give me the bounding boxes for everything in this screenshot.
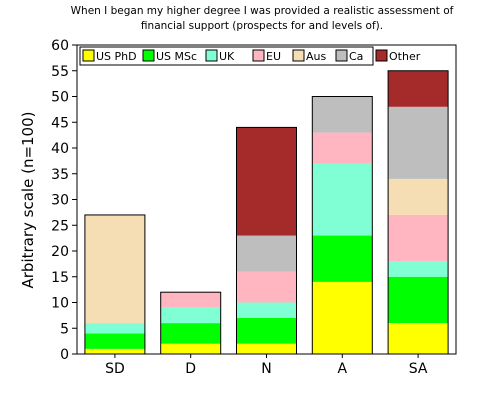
bar-segment-sd-1 [84,333,145,349]
y-tick-label-20: 20 [51,244,69,260]
legend-label-0: US PhD [96,50,137,63]
bar-segment-a-2 [312,163,373,236]
y-tick-label-25: 25 [51,218,69,234]
bar-segment-a-5 [312,96,373,133]
legend-swatch-1 [142,49,155,62]
bar-segment-sd-2 [84,323,145,334]
bar-segment-sa-1 [388,276,449,324]
bar-segment-d-0 [160,343,221,354]
bar-segment-n-1 [236,317,297,344]
legend-swatch-6 [375,49,388,62]
y-tick-label-0: 0 [60,347,69,363]
bar-segment-d-2 [160,307,221,324]
bar-segment-a-3 [312,132,373,164]
legend-swatch-2 [205,49,218,62]
legend-label-6: Other [389,50,421,63]
bar-segment-sa-5 [388,106,449,179]
x-tick-label-d: D [185,361,196,377]
bar-segment-n-2 [236,302,297,318]
bar-segment-sa-4 [388,178,449,215]
bar-segment-sa-2 [388,261,449,277]
y-tick-label-40: 40 [51,141,69,157]
bar-segment-a-0 [312,281,373,354]
legend-swatch-5 [335,49,348,62]
y-tick-label-5: 5 [60,321,69,337]
bar-segment-n-3 [236,271,297,303]
y-tick-label-10: 10 [51,296,69,312]
bar-segment-sd-0 [84,348,145,354]
axes-group: SD D N A SA 0 5 10 15 20 25 30 35 40 45 50 55 60 [51,38,457,377]
legend-label-5: Ca [349,50,363,63]
y-tick-label-45: 45 [51,115,69,131]
legend-label-1: US MSc [156,50,197,63]
y-tick-label-50: 50 [51,90,69,106]
bar-segment-n-5 [236,235,297,272]
x-tick-label-n: N [261,361,271,377]
chart-title-line-2: financial support (prospects for and lev… [141,20,383,32]
y-tick-label-15: 15 [51,270,69,286]
chart-title-line-1: When I began my higher degree I was prov… [71,5,454,17]
x-tick-label-sa: SA [409,361,428,377]
legend-label-2: UK [219,50,235,63]
x-tick-label-a: A [338,361,348,377]
y-tick-label-55: 55 [51,64,69,80]
y-axis-title: Arbitrary scale (n=100) [19,112,37,289]
legend-swatch-3 [252,49,265,62]
bar-segment-n-0 [236,343,297,354]
bar-segment-sa-3 [388,214,449,262]
bar-segment-sa-6 [388,70,449,107]
legend-swatch-0 [82,49,95,62]
bars-group [84,70,449,355]
y-tick-label-30: 30 [51,193,69,209]
y-tick-label-60: 60 [51,38,69,54]
bar-segment-sa-0 [388,323,449,354]
legend-label-3: EU [266,50,281,63]
bar-segment-n-6 [236,127,297,236]
legend-label-4: Aus [306,50,326,63]
legend-swatch-4 [292,49,305,62]
legend: US PhD US MSc UK EU Aus Ca Other [79,46,421,66]
bar-segment-d-1 [160,323,221,344]
bar-segment-sd-4 [84,214,145,324]
x-tick-label-sd: SD [105,361,125,377]
y-tick-label-35: 35 [51,167,69,183]
bar-segment-d-3 [160,292,221,308]
bar-segment-a-1 [312,235,373,282]
